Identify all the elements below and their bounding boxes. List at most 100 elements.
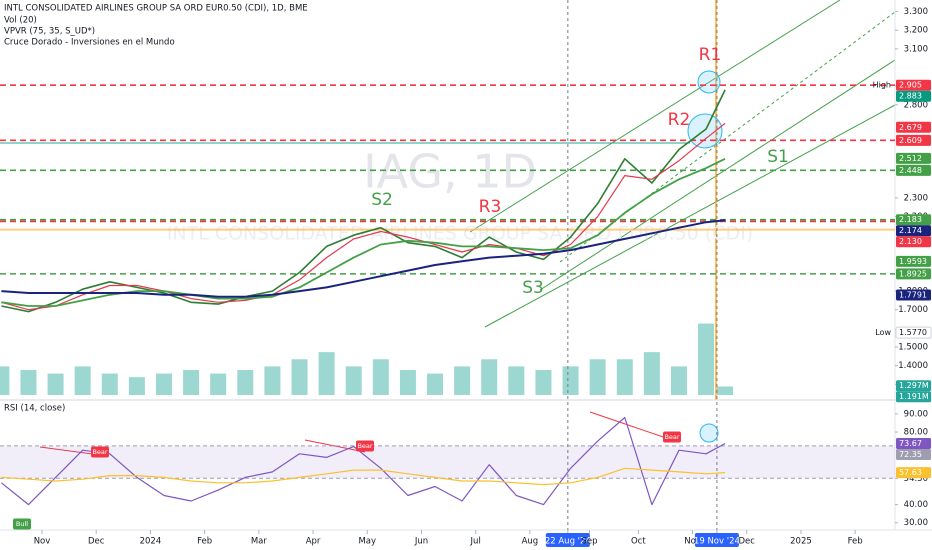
level-annotation: R3: [479, 197, 502, 217]
price-badge: [896, 438, 931, 450]
price-badge: [896, 152, 931, 164]
signal-badge: [356, 440, 374, 452]
volume-bar: [670, 366, 687, 395]
y-tick-label: 3.300: [904, 7, 928, 17]
y-tick-label: 80.00: [904, 428, 928, 438]
price-badge-label: 1.297M: [899, 381, 929, 390]
price-badge: [896, 121, 931, 133]
price-badge-label: 73.67: [899, 439, 922, 448]
level-annotation: R1: [699, 45, 722, 65]
price-badge-label: 2.183: [899, 215, 922, 224]
price-badge-label: 57.63: [899, 468, 922, 477]
price-badge-note: Low: [875, 328, 891, 337]
price-badge-label: 1.9593: [899, 257, 927, 266]
volume-bar: [589, 359, 606, 395]
y-tick-label: 40.00: [904, 500, 928, 510]
y-tick-label: 30.00: [904, 518, 928, 528]
y-tick-label: 3.200: [904, 26, 928, 36]
signal-badge: [663, 431, 681, 443]
price-badge: [896, 225, 931, 237]
drawings: [0, 0, 932, 531]
price-badge: [896, 289, 931, 301]
y-tick-label: 1.7000: [898, 305, 928, 315]
y-tick-label: 54.50: [904, 474, 928, 484]
volume-bar: [698, 323, 715, 395]
price-badge: [896, 380, 931, 392]
volume-bar: [155, 373, 172, 395]
y-tick-label: 90.00: [904, 409, 928, 419]
x-tick-label: Nov: [34, 537, 51, 547]
price-badge: [895, 326, 932, 339]
volume-bar: [616, 359, 633, 395]
highlight-circle: [687, 113, 723, 149]
price-badge-label: 2.174: [899, 226, 922, 235]
divergence-line: [589, 411, 673, 441]
price-badge-label: 1.7791: [899, 290, 927, 299]
price-line: [1, 219, 726, 298]
volume-bar: [562, 366, 579, 395]
price-badge-label: 2.448: [899, 166, 922, 175]
price-badge-label: 1.8925: [899, 269, 927, 278]
price-badge-label: 2.905: [899, 81, 922, 90]
x-tick-highlight: [694, 533, 739, 547]
volume-bar: [291, 359, 308, 395]
rsi-title: RSI (14, close): [4, 404, 65, 414]
volume-bar: [318, 352, 335, 395]
signal-label: Bear: [664, 433, 679, 441]
level-annotation: R2: [668, 110, 691, 130]
level-annotation: S3: [522, 278, 544, 298]
price-badge-label: 2.130: [899, 237, 922, 246]
level-annotation: S1: [767, 147, 789, 167]
price-badge: [896, 236, 931, 248]
volume-bar: [237, 370, 254, 395]
x-tick-label: 19 Nov '24: [694, 537, 740, 547]
volume-bar: [427, 373, 444, 395]
volume-bar: [128, 377, 145, 395]
volume-bar: [47, 373, 64, 395]
price-badge: [896, 79, 931, 91]
y-tick-label: 3.100: [904, 44, 928, 54]
price-badge: [896, 391, 931, 403]
volume-bar: [20, 370, 37, 395]
price-line: [1, 122, 726, 311]
volume-bar: [345, 366, 362, 395]
volume-bar: [535, 370, 552, 395]
price-badge: [896, 214, 931, 226]
y-tick-label: 2.300: [904, 193, 928, 203]
volume-bar: [101, 373, 118, 395]
volume-bar: [264, 366, 281, 395]
x-tick-label: Dec: [739, 537, 756, 547]
x-tick-label: Sep: [582, 537, 598, 547]
volume-bar: [717, 386, 734, 395]
channel-line: [469, 0, 841, 233]
price-badge: [896, 164, 931, 176]
x-tick-label: 22 Aug '24: [545, 537, 591, 547]
price-badge: [896, 90, 931, 102]
y-tick-label: 2.800: [904, 100, 928, 110]
x-tick-label: Jun: [414, 537, 428, 547]
x-tick-label: Nov: [684, 537, 701, 547]
highlight-circle: [697, 70, 721, 94]
volume-bar: [508, 366, 525, 395]
price-badge: [896, 255, 931, 267]
watermark-symbol: IAG, 1D: [363, 145, 537, 199]
x-tick-label: Mar: [251, 537, 268, 547]
volume-bar: [74, 366, 91, 395]
indicator-label: VPVR (75, 35, S_UD*): [4, 27, 95, 37]
price-badge-label: 2.679: [899, 123, 922, 132]
price-badge-label: 1.5770: [899, 328, 927, 337]
signal-badge: [91, 446, 109, 458]
price-badge-label: 1.191M: [899, 392, 929, 401]
x-tick-label: 2024: [140, 537, 162, 547]
price-badge: [896, 467, 931, 479]
price-badge-note: High: [873, 81, 891, 90]
signal-label: Bear: [357, 442, 372, 450]
x-tick-highlight: [545, 533, 590, 547]
volume-bar: [210, 373, 227, 395]
volume-bar: [183, 370, 200, 395]
volume-bar: [481, 359, 498, 395]
x-tick-label: May: [358, 537, 376, 547]
volume-bar: [372, 359, 389, 395]
